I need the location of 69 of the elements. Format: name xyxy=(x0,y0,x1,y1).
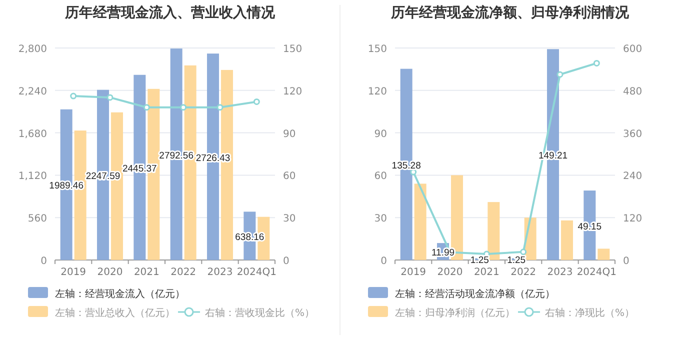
bar xyxy=(598,248,610,260)
point xyxy=(556,71,564,78)
legend-label: 右轴：营收现金比（%） xyxy=(205,307,315,319)
y-tick-label: 150 xyxy=(368,44,387,55)
legend-label: 左轴：归母净利润（亿元） xyxy=(395,307,515,319)
y2-tick-label: 360 xyxy=(623,128,642,140)
y2-tick-label: 120 xyxy=(623,214,642,225)
point xyxy=(593,60,600,66)
bar xyxy=(488,202,500,260)
y2-tick-label: 0 xyxy=(623,256,630,267)
y2-tick-label: 120 xyxy=(283,86,302,98)
y2-tick-label: 240 xyxy=(623,171,642,182)
data-label: 2247.59 xyxy=(86,170,120,182)
point xyxy=(410,168,417,176)
y2-tick-label: 150 xyxy=(283,44,302,55)
point xyxy=(106,94,114,101)
y2-tick-label: 480 xyxy=(623,86,642,98)
x-tick-label: 2022 xyxy=(510,267,536,278)
legend-label: 左轴：经营活动现金流净额（亿元） xyxy=(395,288,555,300)
data-label: 1.25 xyxy=(507,255,526,266)
legend-label: 左轴：经营现金流入（亿元） xyxy=(55,288,185,300)
y-tick-label: 2,240 xyxy=(18,86,47,98)
legend-label: 左轴：营业总收入（亿元） xyxy=(55,307,175,319)
x-tick-label: 2024Q1 xyxy=(236,267,277,278)
x-tick-label: 2024Q1 xyxy=(576,267,617,278)
bar xyxy=(561,220,573,260)
data-label: 638.16 xyxy=(235,232,264,243)
data-label: 2792.56 xyxy=(159,150,194,162)
y2-tick-label: 60 xyxy=(283,171,296,182)
y2-tick-label: 90 xyxy=(283,128,296,140)
point xyxy=(520,248,527,256)
legend-label: 右轴：净现比（%） xyxy=(545,307,635,319)
x-tick-label: 2022 xyxy=(170,267,196,278)
y-tick-label: 560 xyxy=(28,214,47,225)
x-tick-label: 2023 xyxy=(547,267,573,278)
x-tick-label: 2021 xyxy=(134,267,160,278)
y2-tick-label: 0 xyxy=(283,256,290,267)
y2-tick-label: 600 xyxy=(623,44,642,55)
y-tick-label: 0 xyxy=(40,256,47,267)
point xyxy=(70,92,77,100)
y-tick-label: 60 xyxy=(374,171,387,182)
data-label: 149.21 xyxy=(538,150,568,162)
data-label: 2445.37 xyxy=(122,163,157,174)
x-tick-label: 2023 xyxy=(207,267,233,278)
point xyxy=(180,104,187,111)
x-tick-label: 2021 xyxy=(474,267,500,278)
x-tick-label: 2020 xyxy=(97,267,123,278)
data-label: 135.28 xyxy=(392,160,421,172)
x-tick-label: 2019 xyxy=(60,267,86,278)
chart-title: 历年经营现金流净额、归母净利润情况 xyxy=(390,4,630,21)
point xyxy=(143,104,150,111)
y-tick-label: 30 xyxy=(374,214,387,225)
y-tick-label: 1,680 xyxy=(18,128,47,140)
y-tick-label: 1,120 xyxy=(18,171,47,182)
y2-tick-label: 30 xyxy=(283,214,296,225)
point xyxy=(253,98,260,105)
data-label: 1.25 xyxy=(470,255,489,266)
y-tick-label: 2,800 xyxy=(18,44,47,55)
bar xyxy=(414,184,426,260)
point xyxy=(216,104,224,111)
data-label: 49.15 xyxy=(578,221,602,232)
x-tick-label: 2019 xyxy=(400,267,426,278)
data-label: 2726.43 xyxy=(196,152,230,164)
y-tick-label: 90 xyxy=(374,128,387,140)
data-label: 1989.46 xyxy=(49,180,84,192)
chart-title: 历年经营现金流入、营业收入情况 xyxy=(64,4,276,21)
y-tick-label: 0 xyxy=(380,256,387,267)
y-tick-label: 120 xyxy=(368,86,387,98)
x-tick-label: 2020 xyxy=(437,267,463,278)
